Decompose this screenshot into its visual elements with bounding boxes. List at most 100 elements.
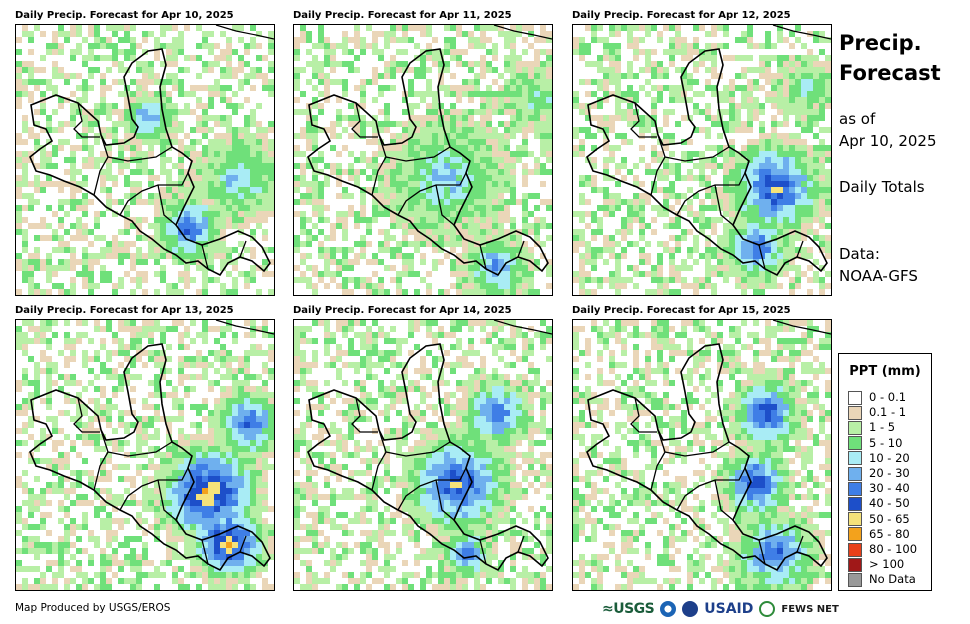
legend-swatch: [848, 496, 862, 511]
legend-item: 65 - 80: [848, 527, 910, 542]
country-border: [714, 184, 734, 226]
country-border: [676, 467, 746, 511]
legend-label: 30 - 40: [869, 481, 910, 496]
coastline-outline: [307, 343, 549, 572]
legend-swatch: [848, 390, 862, 405]
legend-label: > 100: [869, 557, 905, 572]
fews-net-logo: FEWS NET: [781, 603, 839, 615]
legend-swatch: [848, 436, 862, 451]
country-border: [397, 467, 467, 511]
country-border: [239, 240, 247, 258]
legend-swatch: [848, 405, 862, 420]
legend-item: 10 - 20: [848, 451, 910, 466]
legend-item: 0 - 0.1: [848, 390, 906, 405]
legend-swatch: [848, 481, 862, 496]
country-border: [107, 146, 173, 162]
cuba-coastline: [772, 25, 831, 40]
country-border: [650, 134, 666, 196]
legend-swatch: [848, 542, 862, 557]
legend-swatch: [848, 451, 862, 466]
country-border: [630, 397, 657, 433]
map-panel-1: [15, 24, 275, 296]
map-credit: Map Produced by USGS/EROS: [15, 602, 171, 614]
precip-map-svg: [294, 25, 552, 295]
map-panel-5: [293, 319, 553, 591]
country-border: [385, 146, 451, 162]
data-source: Data: NOAA-GFS: [839, 245, 918, 285]
coastline-outline: [586, 48, 828, 277]
panel-title-2: Daily Precip. Forecast for Apr 11, 2025: [293, 10, 512, 21]
legend-item: 5 - 10: [848, 436, 902, 451]
map-panel-4: [15, 319, 275, 591]
cuba-coastline: [772, 320, 831, 335]
map-panel-6: [572, 319, 832, 591]
country-border: [371, 429, 387, 491]
country-border: [119, 172, 189, 216]
country-border: [650, 429, 666, 491]
country-border: [93, 134, 109, 196]
legend-item: 30 - 40: [848, 481, 910, 496]
as-of-date: as of Apr 10, 2025: [839, 110, 937, 150]
legend-label: 40 - 50: [869, 496, 910, 511]
cuba-coastline: [215, 25, 274, 40]
precip-map-svg: [294, 320, 552, 590]
country-border: [73, 102, 100, 138]
legend-label: No Data: [869, 572, 916, 587]
coastline-outline: [29, 48, 271, 277]
cuba-coastline: [493, 25, 552, 40]
country-border: [157, 479, 177, 521]
legend-item: > 100: [848, 557, 904, 572]
country-border: [758, 539, 766, 565]
country-border: [796, 240, 804, 258]
legend-label: 65 - 80: [869, 526, 910, 541]
legend-item: No Data: [848, 572, 916, 587]
country-border: [73, 397, 100, 433]
legend-item: 40 - 50: [848, 496, 910, 511]
legend-swatch: [848, 557, 862, 572]
totals-label: Daily Totals: [839, 178, 925, 196]
usaid-logo: USAID: [704, 601, 754, 617]
country-border: [157, 184, 177, 226]
country-border: [201, 244, 209, 270]
country-border: [517, 240, 525, 258]
panel-title-5: Daily Precip. Forecast for Apr 14, 2025: [293, 305, 512, 316]
country-border: [351, 102, 378, 138]
legend-item: 20 - 30: [848, 466, 910, 481]
map-panel-2: [293, 24, 553, 296]
country-border: [664, 441, 730, 457]
agency-logos: ≈USGS USAID FEWS NET: [602, 598, 839, 620]
legend-item: 80 - 100: [848, 542, 917, 557]
country-border: [796, 535, 804, 553]
legend-swatch: [848, 420, 862, 435]
usaid-seal-icon: [682, 601, 699, 617]
precip-map-svg: [573, 25, 831, 295]
legend-swatch: [848, 527, 862, 542]
legend-swatch: [848, 512, 862, 527]
panel-title-3: Daily Precip. Forecast for Apr 12, 2025: [572, 10, 791, 21]
country-border: [397, 172, 467, 216]
legend-label: 20 - 30: [869, 466, 910, 480]
country-border: [630, 102, 657, 138]
legend-item: 0.1 - 1: [848, 405, 906, 420]
legend-title: PPT (mm): [849, 364, 921, 379]
country-border: [201, 539, 209, 565]
precip-map-svg: [573, 320, 831, 590]
country-border: [714, 479, 734, 521]
legend-label: 50 - 65: [869, 511, 910, 526]
legend-label: 0 - 0.1: [869, 390, 907, 404]
panel-title-1: Daily Precip. Forecast for Apr 10, 2025: [15, 10, 234, 21]
legend-label: 1 - 5: [869, 420, 896, 435]
country-border: [385, 441, 451, 457]
legend-item: 1 - 5: [848, 420, 895, 435]
coastline-outline: [29, 343, 271, 572]
legend-swatch: [848, 466, 862, 481]
country-border: [107, 441, 173, 457]
coastline-outline: [307, 48, 549, 277]
panel-title-4: Daily Precip. Forecast for Apr 13, 2025: [15, 305, 234, 316]
fews-globe-icon: [759, 601, 776, 617]
legend-item: 50 - 65: [848, 512, 910, 527]
precip-map-svg: [16, 320, 274, 590]
country-border: [676, 172, 746, 216]
legend-swatch: [848, 572, 862, 587]
